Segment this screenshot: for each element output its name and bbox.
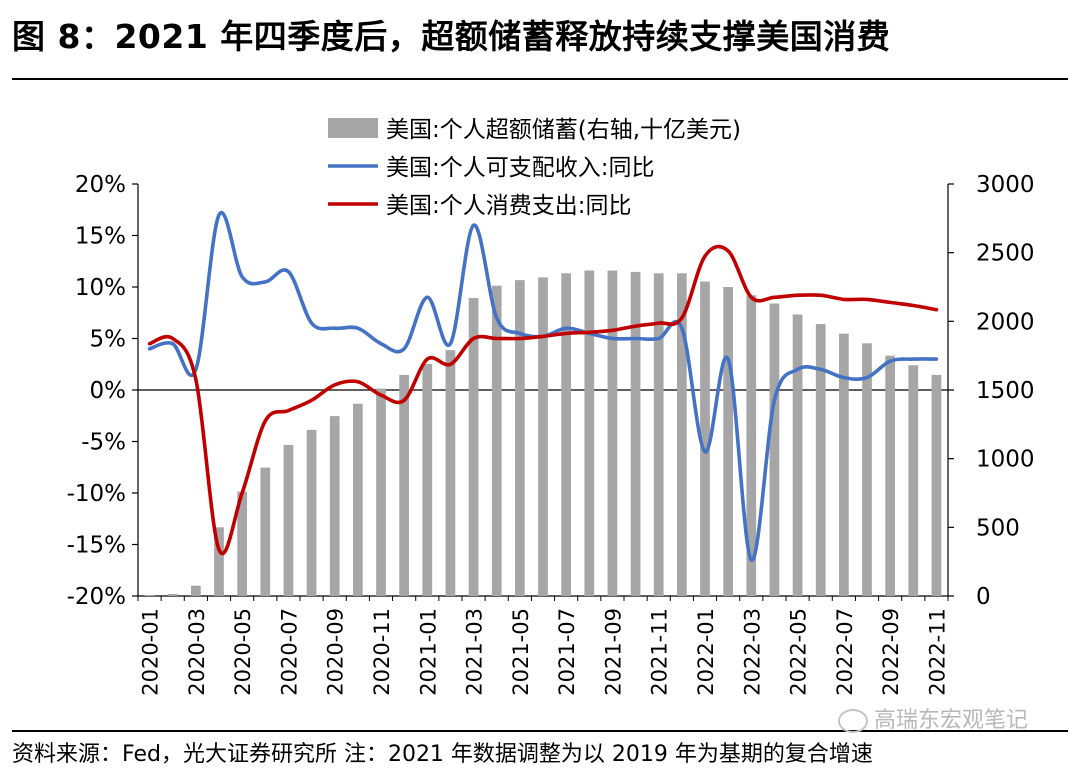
savings-bar [908, 365, 919, 596]
x-tick-label: 2022-03 [740, 608, 764, 696]
watermark: 高瑞东宏观笔记 [838, 702, 1028, 734]
x-tick-label: 2020-05 [231, 608, 255, 696]
savings-bar [700, 281, 710, 596]
savings-bar [630, 271, 641, 596]
savings-bar [214, 527, 224, 596]
x-tick-label: 2021-03 [463, 608, 487, 696]
savings-bar [144, 595, 155, 596]
savings-bar [931, 374, 942, 596]
tick-labels: -20% -15% -10% -5% 0% 5% 10% 15% 20% 0 500 1000 1500… [67, 172, 1035, 696]
savings-bar [838, 333, 849, 596]
savings-bar [538, 277, 548, 596]
legend: 美国:个人超额储蓄(右轴,十亿美元) 美国:个人可支配收入:同比美国:个人消费支出… [328, 117, 741, 219]
right-tick-label: 1500 [976, 378, 1035, 404]
savings-bars [144, 270, 942, 596]
left-tick-label: 15% [75, 224, 126, 250]
right-tick-label: 1000 [976, 447, 1035, 473]
wechat-icon [838, 709, 868, 733]
savings-bar [607, 270, 618, 596]
x-tick-label: 2021-11 [648, 608, 672, 696]
savings-bar [514, 280, 525, 596]
savings-bar [422, 363, 433, 596]
x-tick-label: 2021-09 [601, 608, 625, 696]
x-tick-label: 2022-09 [879, 608, 903, 696]
x-tick-label: 2022-11 [925, 608, 949, 696]
watermark-text: 高瑞东宏观笔记 [874, 708, 1029, 733]
figure-title: 图 8：2021 年四季度后，超额储蓄释放持续支撑美国消费 [12, 17, 891, 56]
savings-bar [815, 324, 826, 596]
left-tick-label: 5% [90, 327, 127, 353]
right-tick-label: 2000 [976, 309, 1035, 335]
savings-bar [352, 403, 363, 596]
legend-label: 美国:个人超额储蓄(右轴,十亿美元) [386, 117, 741, 143]
savings-bar [862, 343, 872, 596]
savings-bar [237, 491, 248, 596]
legend-swatch-savings [328, 118, 378, 138]
x-tick-label: 2020-11 [370, 608, 394, 696]
x-tick-label: 2022-05 [787, 608, 811, 696]
left-tick-label: 0% [90, 378, 127, 404]
savings-bar [376, 388, 386, 596]
x-tick-label: 2020-09 [324, 608, 348, 696]
savings-bar [190, 585, 201, 596]
x-tick-label: 2022-07 [833, 608, 857, 696]
right-tick-label: 2500 [976, 241, 1035, 267]
x-tick-label: 2021-07 [555, 608, 579, 696]
savings-bar [561, 273, 572, 596]
savings-bar [653, 273, 664, 596]
savings-bar [445, 350, 456, 596]
x-tick-label: 2022-01 [694, 608, 718, 696]
savings-bar [746, 295, 757, 596]
x-tick-label: 2020-03 [185, 608, 209, 696]
savings-bar [399, 374, 410, 596]
savings-bar [329, 416, 340, 596]
savings-bar [468, 297, 479, 596]
chart: 美国:个人超额储蓄(右轴,十亿美元) 美国:个人可支配收入:同比美国:个人消费支出… [67, 117, 1035, 696]
right-tick-label: 0 [976, 584, 991, 610]
savings-bar [584, 270, 595, 596]
legend-label: 美国:个人消费支出:同比 [386, 193, 632, 219]
left-tick-label: -15% [67, 533, 126, 559]
source-note: 资料来源：Fed，光大证券研究所 注：2021 年数据调整为以 2019 年为基… [12, 742, 873, 767]
savings-bar [792, 314, 803, 596]
savings-bar [306, 429, 317, 596]
consumption-yoy-line [147, 244, 939, 555]
x-tick-label: 2020-07 [277, 608, 301, 696]
savings-bar [723, 287, 734, 596]
left-tick-label: 10% [75, 275, 126, 301]
yoy-lines [147, 210, 939, 562]
right-tick-label: 3000 [976, 172, 1035, 198]
savings-bar [260, 467, 271, 596]
x-tick-label: 2020-01 [139, 608, 163, 696]
savings-bar [676, 273, 687, 596]
savings-bar [167, 593, 178, 596]
source-rule [12, 730, 1068, 732]
savings-bar [283, 444, 294, 596]
savings-bar [885, 355, 896, 596]
left-tick-label: -20% [67, 584, 126, 610]
x-tick-label: 2021-01 [416, 608, 440, 696]
title-rule [12, 78, 1068, 80]
legend-label: 美国:个人可支配收入:同比 [386, 155, 655, 181]
savings-bar [491, 285, 502, 596]
right-tick-label: 500 [976, 515, 1020, 541]
left-tick-label: -10% [67, 481, 126, 507]
x-tick-label: 2021-05 [509, 608, 533, 696]
left-tick-label: -5% [81, 430, 126, 456]
left-tick-label: 20% [75, 172, 126, 198]
savings-bar [769, 303, 780, 596]
